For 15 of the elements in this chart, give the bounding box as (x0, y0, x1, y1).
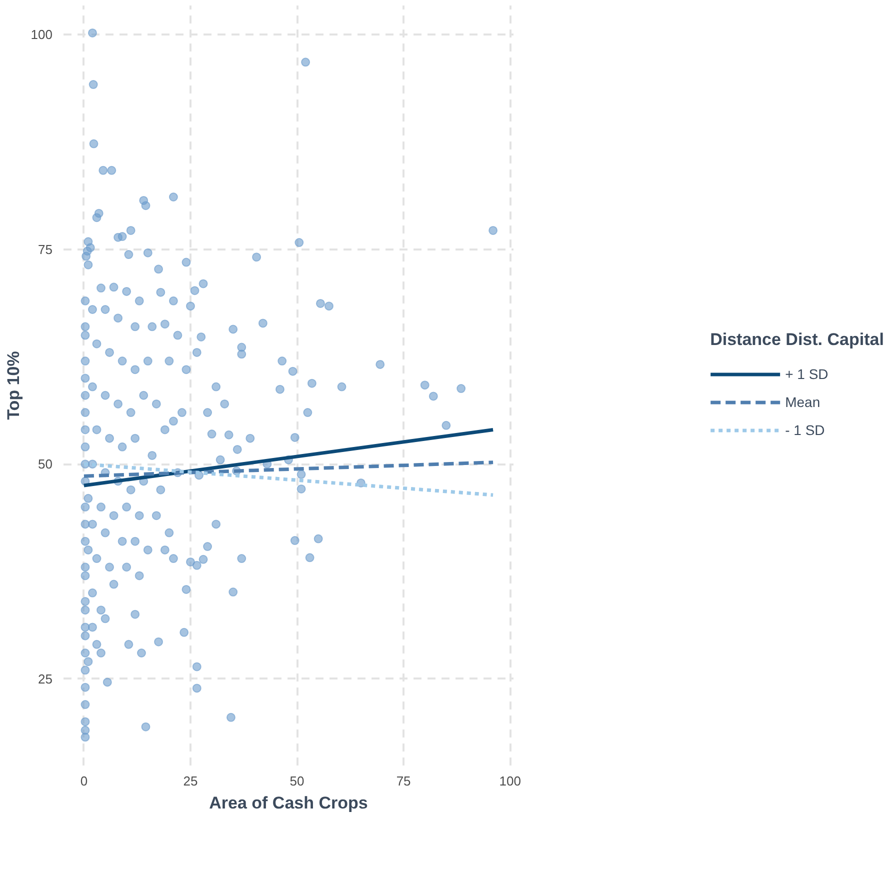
y-tick-label: 25 (38, 671, 53, 686)
y-axis-title: Top 10% (4, 351, 23, 420)
y-tick-label: 75 (38, 242, 53, 257)
x-axis-title: Area of Cash Crops (209, 794, 368, 812)
x-tick-label: 50 (290, 774, 304, 788)
legend-title: Distance Dist. Capital (710, 330, 884, 350)
x-tick-label: 25 (183, 774, 198, 788)
legend-label: Mean (785, 394, 820, 410)
legend-label: - 1 SD (785, 422, 825, 438)
x-tick-label: 0 (80, 774, 88, 788)
x-tick-label: 75 (396, 774, 411, 788)
x-tick-label: 100 (499, 774, 521, 788)
y-tick-label: 50 (38, 456, 53, 472)
y-tick-label: 100 (30, 27, 53, 42)
legend-label: + 1 SD (785, 366, 828, 382)
